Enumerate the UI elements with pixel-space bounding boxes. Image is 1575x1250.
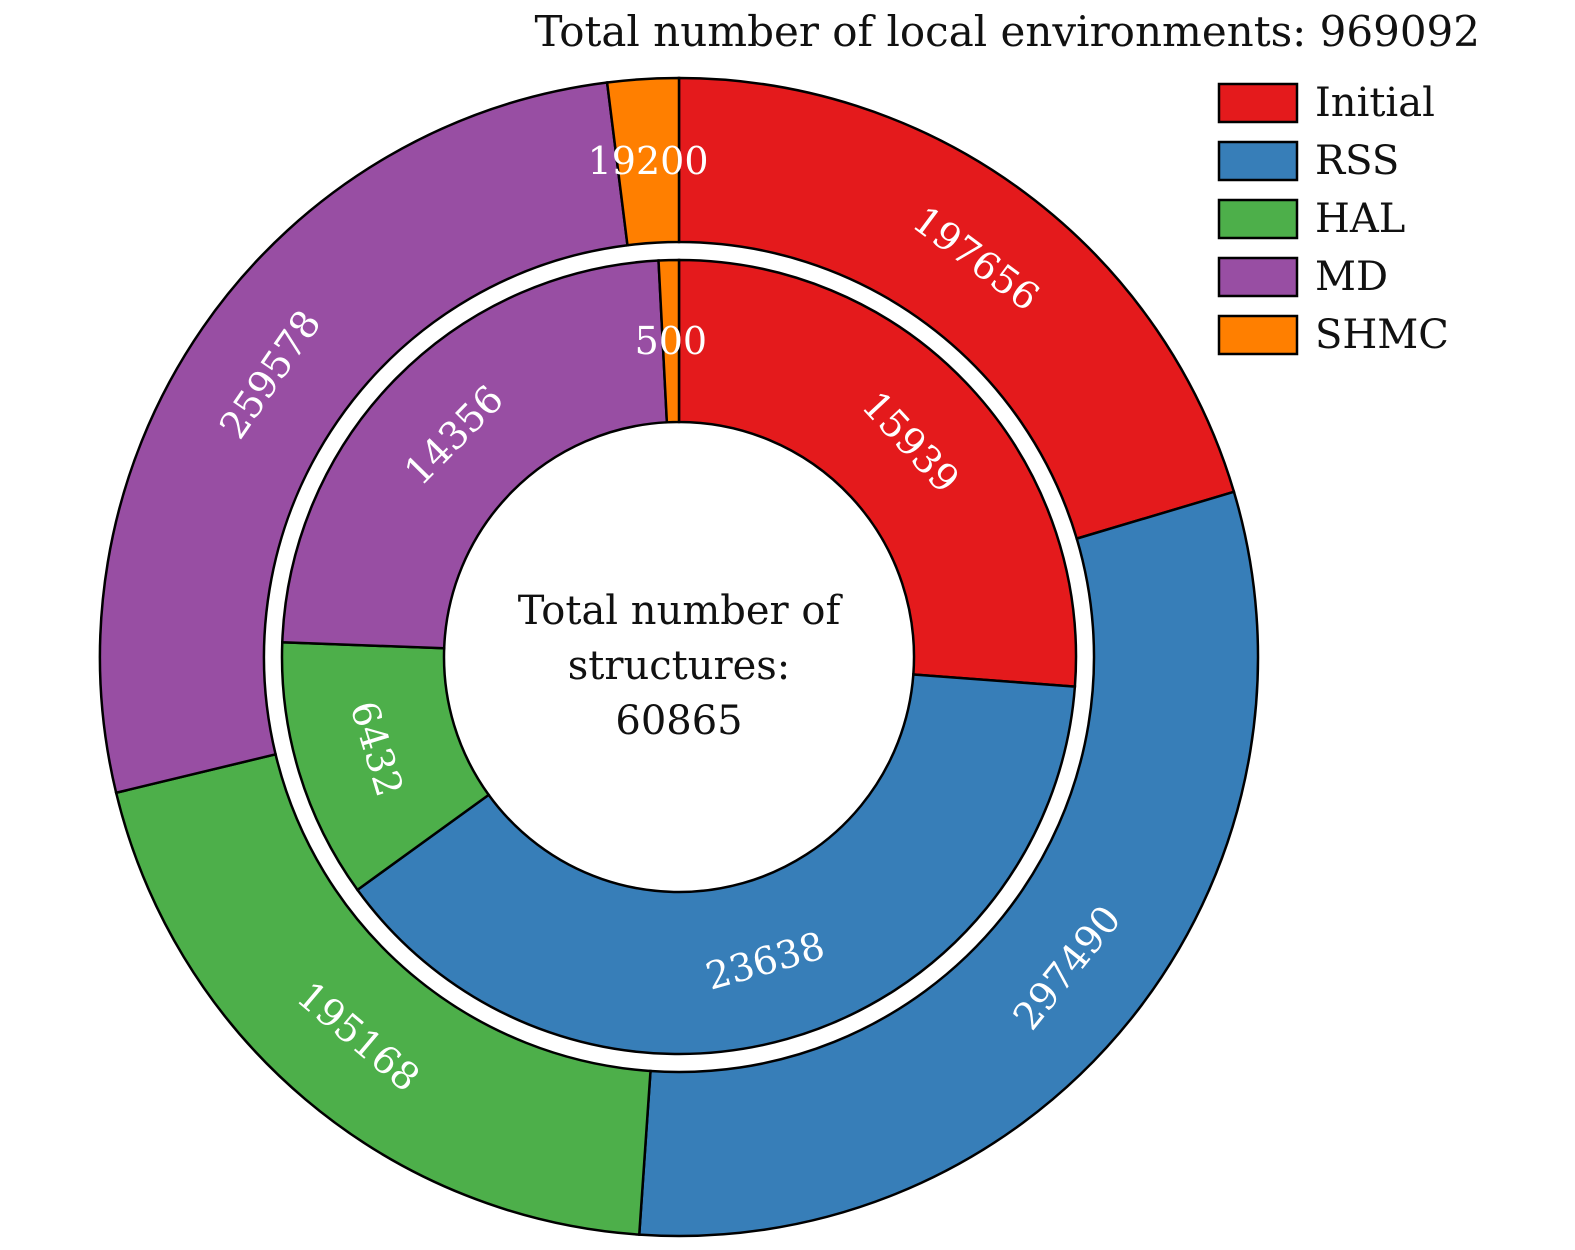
legend-swatch-shmc <box>1217 314 1299 356</box>
outer-slice-rss <box>637 490 1260 1238</box>
legend-label-shmc: SHMC <box>1315 312 1449 358</box>
legend-label-rss: RSS <box>1315 138 1399 184</box>
inner-slice-md <box>280 259 669 650</box>
legend-label-md: MD <box>1315 254 1388 300</box>
legend-swatch-md <box>1217 256 1299 298</box>
center-text-line-2: structures: <box>568 643 791 689</box>
outer-ring <box>98 76 1260 1238</box>
legend: Initial RSS HAL MD SHMC <box>1217 80 1449 358</box>
outer-slice-md <box>98 81 629 795</box>
inner-label-shmc: 500 <box>635 319 708 363</box>
outer-slice-shmc <box>605 76 681 247</box>
legend-label-hal: HAL <box>1315 196 1405 242</box>
inner-ring <box>280 258 1078 1056</box>
outer-slice-initial <box>677 76 1236 541</box>
legend-label-initial: Initial <box>1315 80 1435 126</box>
chart-title: Total number of local environments: 9690… <box>534 7 1480 56</box>
legend-swatch-initial <box>1217 82 1299 124</box>
inner-slice-shmc <box>657 258 681 424</box>
outer-label-shmc: 19200 <box>588 139 709 183</box>
outer-slice-hal <box>114 752 652 1236</box>
inner-slice-rss <box>355 673 1077 1056</box>
center-text-line-3: 60865 <box>615 698 742 744</box>
center-text-line-1: Total number of <box>518 588 844 634</box>
inner-slice-initial <box>677 258 1078 688</box>
legend-swatch-hal <box>1217 198 1299 240</box>
center-label: Total number of structures: 60865 <box>518 588 844 744</box>
legend-swatch-rss <box>1217 140 1299 182</box>
